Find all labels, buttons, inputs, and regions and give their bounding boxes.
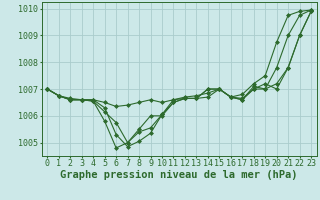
- X-axis label: Graphe pression niveau de la mer (hPa): Graphe pression niveau de la mer (hPa): [60, 170, 298, 180]
